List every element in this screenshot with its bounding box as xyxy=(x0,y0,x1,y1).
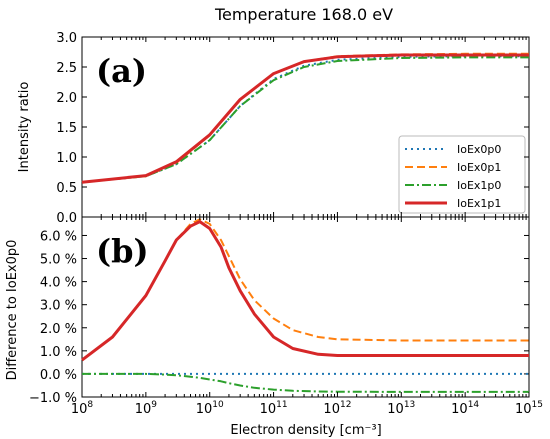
y-tick-label: 5.0 % xyxy=(40,253,77,268)
panel-b: (b) Difference to IoEx0p0 −1.0 % 0.0 % 1.0… xyxy=(5,216,530,406)
y-tick-label: 4.0 % xyxy=(40,276,77,291)
panel-b-frame xyxy=(81,216,530,398)
series-line-ioex1p0 xyxy=(81,56,529,184)
y-tick-label: 0.0 % xyxy=(40,368,77,383)
panel-a-label: (a) xyxy=(96,52,147,90)
y-tick-label: 1.0 xyxy=(56,151,77,166)
panel-b-label: (b) xyxy=(96,232,149,270)
legend-entry-label: IoEx1p1 xyxy=(457,197,501,210)
x-tick-label: 1010 xyxy=(196,400,224,417)
legend-entry-label: IoEx0p1 xyxy=(457,161,501,174)
y-tick-label: 2.5 xyxy=(56,61,77,76)
series-line-ioex1p1 xyxy=(81,53,529,184)
y-tick-label: 2.0 xyxy=(56,91,77,106)
y-tick-label: 3.0 % xyxy=(40,299,77,314)
x-tick-label: 1011 xyxy=(260,400,288,417)
panel-a: (a) Intensity ratio IoEx0p0 IoEx0p1 IoEx1p… xyxy=(17,31,530,226)
x-tick-label: 1015 xyxy=(515,400,543,417)
x-tick-label: 1013 xyxy=(387,400,415,417)
panel-b-y-axis-label: Difference to IoEx0p0 xyxy=(5,240,20,381)
chart-title: Temperature 168.0 eV xyxy=(214,5,393,24)
x-tick-label: 109 xyxy=(135,400,158,417)
x-tick-label: 108 xyxy=(71,400,94,417)
y-tick-label: 0.0 xyxy=(56,211,77,226)
x-axis-label: Electron density [cm⁻³] xyxy=(230,423,381,438)
y-tick-label: 1.5 xyxy=(56,121,77,136)
y-tick-label: 0.5 xyxy=(56,181,77,196)
y-tick-label: −1.0 % xyxy=(29,391,77,406)
legend-box xyxy=(398,135,526,214)
x-tick-label: 1014 xyxy=(451,400,479,417)
x-axis-ticks: 108 109 1010 1011 1012 1013 1014 1015 xyxy=(71,37,543,417)
y-tick-label: 3.0 xyxy=(56,31,77,46)
y-tick-label: 6.0 % xyxy=(40,229,77,244)
legend: IoEx0p0 IoEx0p1 IoEx1p0 IoEx1p1 xyxy=(398,135,526,214)
legend-entry-label: IoEx0p0 xyxy=(457,143,501,156)
series-line-ioex1p0 xyxy=(82,372,529,393)
panel-a-y-axis-label: Intensity ratio xyxy=(17,82,32,173)
y-tick-label: 2.0 % xyxy=(40,322,77,337)
y-tick-label: 1.0 % xyxy=(40,345,77,360)
series-line-ioex0p1 xyxy=(81,218,529,361)
legend-entry-label: IoEx1p0 xyxy=(457,179,501,192)
x-tick-label: 1012 xyxy=(323,400,351,417)
series-line-ioex1p1 xyxy=(81,220,529,362)
